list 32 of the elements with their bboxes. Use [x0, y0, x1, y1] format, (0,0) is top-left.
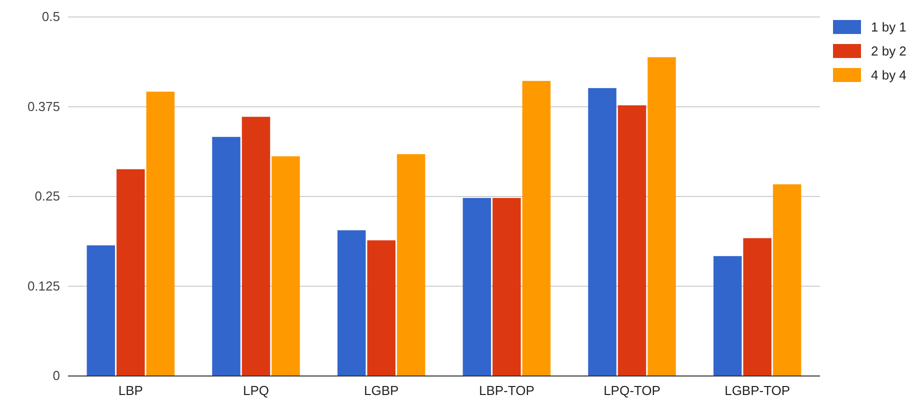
bar [462, 198, 492, 376]
legend-label: 4 by 4 [871, 68, 906, 82]
bar [743, 238, 772, 376]
y-tick-label: 0.375 [27, 98, 60, 114]
x-tick-label: LGBP [364, 383, 399, 398]
y-tick-label: 0.5 [42, 9, 60, 24]
bar [618, 105, 646, 376]
bar [212, 136, 240, 376]
bar [772, 184, 802, 376]
y-tick-label: 0 [52, 368, 60, 384]
bar [492, 198, 521, 376]
bar [522, 80, 551, 376]
x-tick-label: LBP [118, 383, 143, 398]
bar [588, 88, 616, 376]
legend-label: 1 by 1 [871, 20, 906, 34]
bar [116, 169, 145, 376]
x-tick-label: LPQ-TOP [604, 383, 660, 398]
x-tick-label: LBP-TOP [478, 383, 534, 398]
bar [86, 245, 116, 376]
bar [648, 57, 676, 376]
bar [337, 230, 366, 376]
bar [713, 256, 742, 376]
bar [242, 116, 270, 376]
bar [396, 154, 426, 376]
y-tick-label: 0.125 [27, 278, 60, 294]
bar [367, 240, 396, 376]
y-tick-label: 0.25 [34, 188, 60, 204]
bar [146, 92, 175, 376]
x-tick-label: LGBP-TOP [724, 383, 790, 398]
x-tick-label: LPQ [242, 383, 270, 398]
legend-label: 2 by 2 [871, 44, 906, 58]
bar [272, 156, 300, 376]
